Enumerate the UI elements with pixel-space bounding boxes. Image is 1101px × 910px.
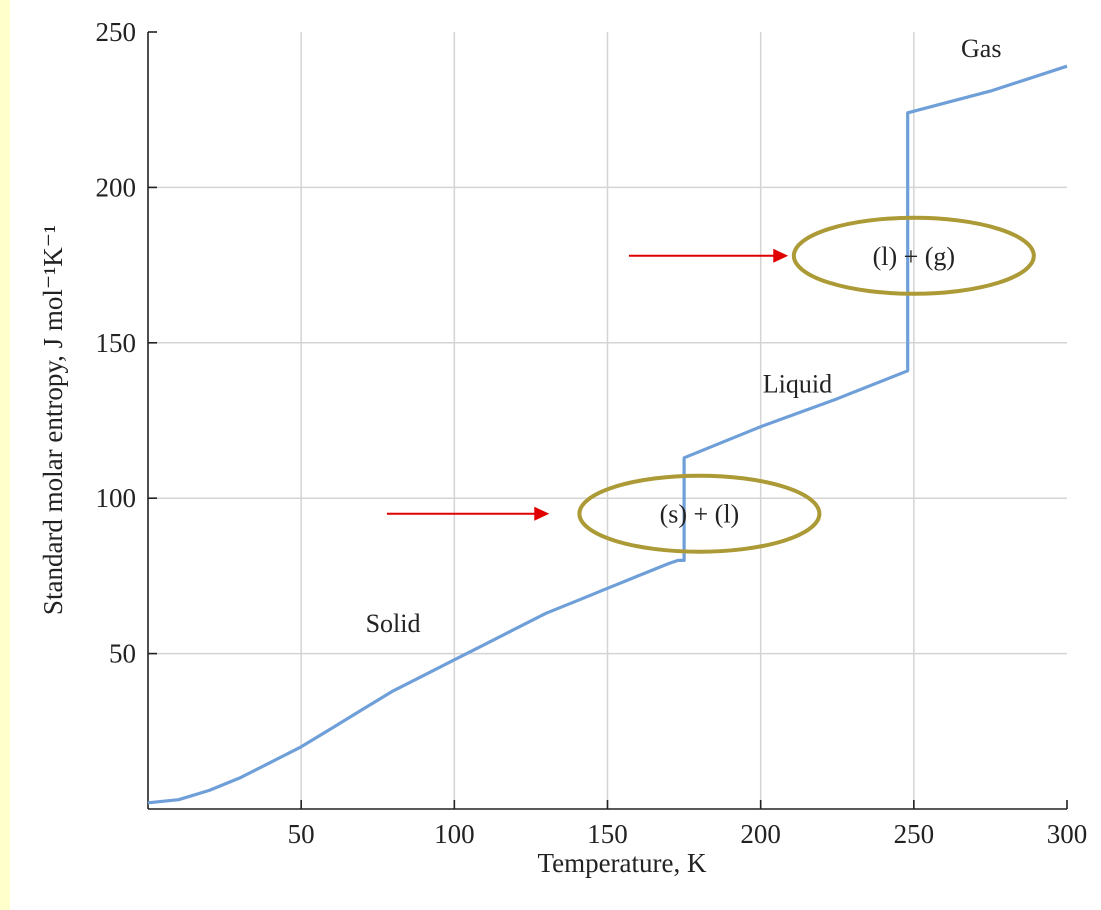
annotation-label: (s) + (l) (660, 500, 740, 529)
region-label: Liquid (763, 370, 832, 399)
x-tick-label: 300 (1047, 819, 1088, 849)
annotation-ellipse (577, 473, 822, 554)
annotation-label: (l) + (g) (873, 242, 956, 271)
annotation-arrowhead (534, 506, 550, 521)
annotations: Solid Liquid Gas (s) + (l) (l) + (g) (366, 34, 1036, 638)
y-tick-label: 50 (109, 639, 136, 669)
chart-frame: 50 100 150 200 250 300 50 100 150 200 250 Solid Liq… (10, 0, 1101, 910)
grid-lines (148, 32, 1067, 809)
x-axis-label: Temperature, K (537, 848, 707, 878)
x-tick-label: 200 (740, 819, 781, 849)
entropy-curve (147, 64, 1068, 805)
x-tick-label: 250 (894, 819, 935, 849)
x-tick-label: 50 (288, 819, 315, 849)
entropy-chart: 50 100 150 200 250 300 50 100 150 200 250 Solid Liq… (38, 17, 1088, 878)
y-tick-label: 250 (96, 17, 137, 47)
labels: Temperature, K Standard molar entropy, J… (38, 225, 707, 878)
data-series (147, 64, 1068, 805)
x-tick-label: 100 (434, 819, 475, 849)
axes: 50 100 150 200 250 300 50 100 150 200 250 (96, 17, 1088, 849)
region-label: Gas (961, 34, 1001, 63)
y-axis-label: Standard molar entropy, J mol⁻¹K⁻¹ (38, 225, 68, 615)
y-tick-label: 150 (96, 328, 137, 358)
y-tick-label: 100 (96, 483, 137, 513)
region-label: Solid (366, 609, 421, 638)
annotation-ellipse (791, 215, 1036, 296)
x-tick-label: 150 (587, 819, 628, 849)
annotation-arrowhead (773, 248, 789, 263)
y-tick-label: 200 (96, 172, 137, 202)
